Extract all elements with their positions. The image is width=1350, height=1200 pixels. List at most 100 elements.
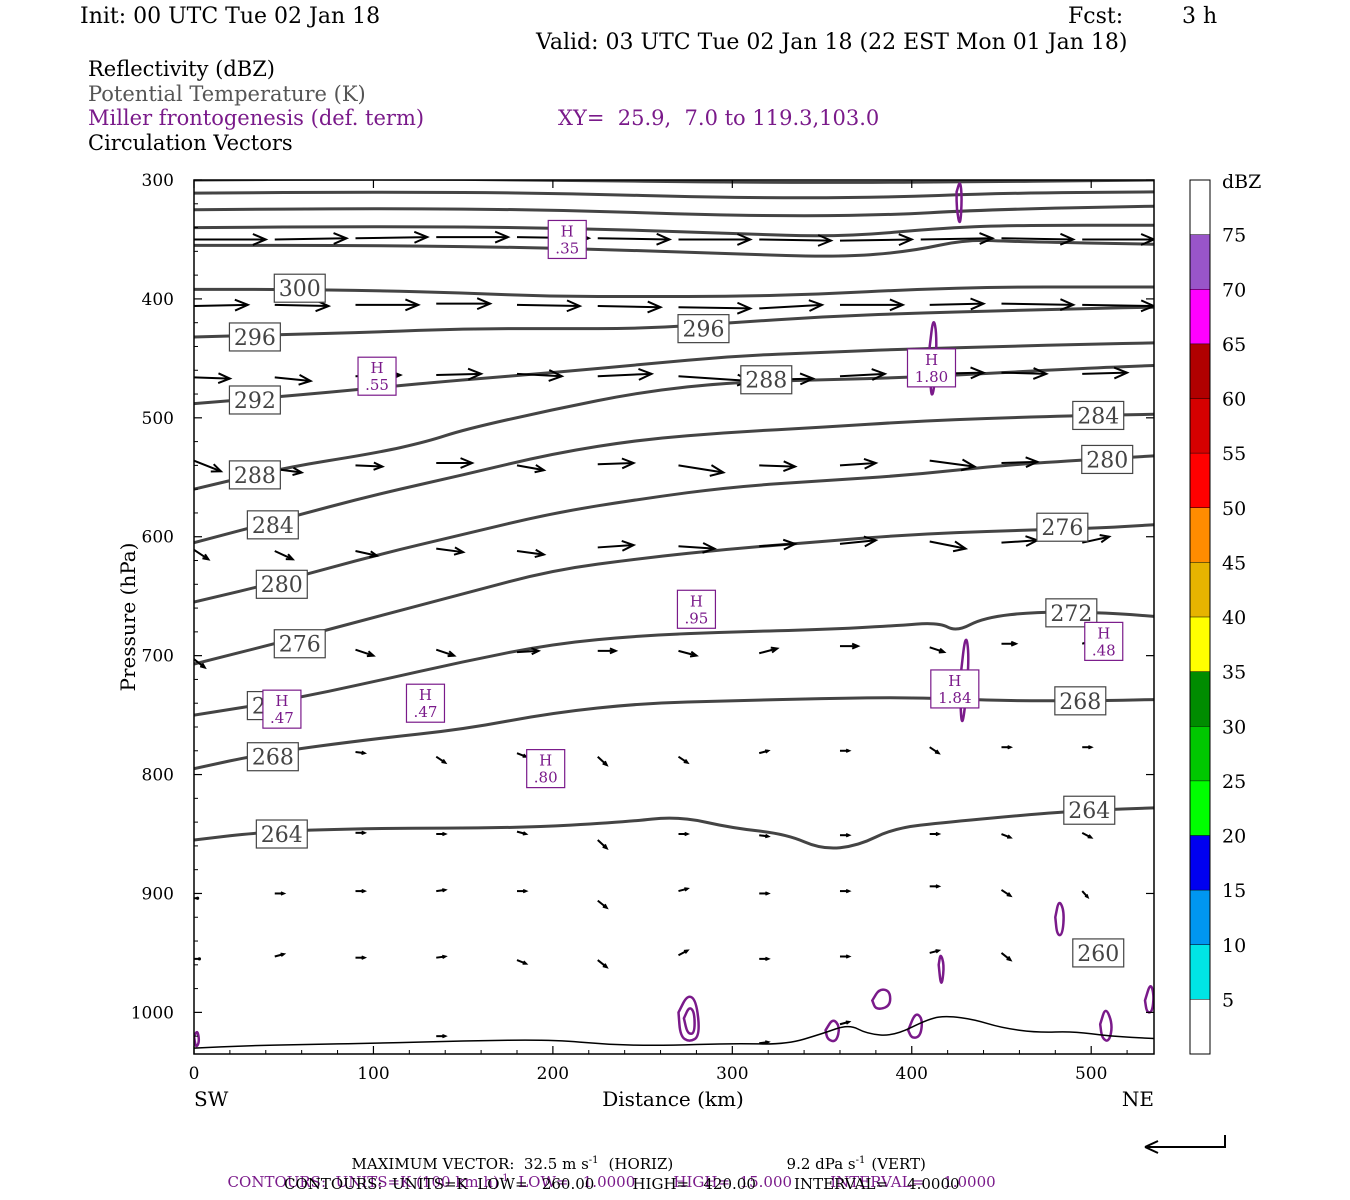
vector-head [602,760,609,767]
theta-label-276: 276 [279,633,321,658]
vector-shaft [759,303,823,310]
theta-label-276-box [1036,512,1089,542]
vector-head [447,650,457,658]
vector-head [234,298,251,312]
vector-head [1007,834,1013,839]
vector-head [808,299,825,312]
vector-head [851,642,861,650]
colorbar-segment [1190,180,1210,235]
colorbar: 75 70 65 60 55 50 45 40 35 30 25 20 15 10 5 dBZ [1189,171,1261,1055]
vector-head [799,372,816,386]
reference-vector-head [1144,1140,1159,1154]
vector-head [280,891,287,896]
vector-head [736,233,753,246]
vector-head [460,457,475,469]
frontogenesis-contour [194,1030,201,1048]
frontogenesis-contour [1054,901,1065,937]
x-end-left-label: SW [194,1087,229,1111]
frontogenesis-max-letter: H [561,222,574,240]
y-tick-label: 700 [142,647,174,667]
theta-contour-284 [194,412,1154,545]
frontogenesis-max-value: .47 [270,709,294,727]
vector-head [441,888,448,893]
colorbar-segment [1190,562,1210,617]
vector-shaft [1082,303,1154,308]
frontogenesis-max-box [405,683,446,723]
vector-head [292,466,305,477]
vector-shaft [759,238,832,242]
vector-head [702,542,717,554]
vector-shaft [678,545,715,550]
theta-label-276-box [273,629,326,659]
frontogenesis-max-value: 1.84 [938,689,971,707]
theta-contour-292 [194,341,1154,406]
theta-label-296-box [677,314,730,344]
frontogenesis-contour [937,954,945,984]
frontogenesis-max-value: .95 [685,609,709,627]
theta-label-268: 268 [252,746,294,771]
theta-contour-312 [194,204,1154,218]
vector-head [453,546,466,556]
theta-label-300-box [273,273,326,303]
colorbar-segment [1190,289,1210,344]
vector-head [783,460,798,473]
frontogenesis-max-box [547,219,587,260]
theta-contour-316 [194,190,1154,200]
frontogenesis-contour [1098,1009,1113,1042]
vector-head [1059,232,1076,246]
vector-head [621,539,637,552]
footer-vert-text: 9.2 dPa s [786,1155,856,1173]
colorbar-segment [1190,617,1210,672]
theta-label-300: 300 [279,277,321,302]
vector-shaft [839,539,876,545]
theta-label-264: 264 [261,823,303,848]
vector-head [441,954,448,959]
vector-head [683,949,690,954]
vector-head [979,232,996,245]
vector-head [935,831,942,837]
x-tick-label: 0 [189,1064,200,1084]
vector-head [298,374,314,386]
frontogenesis-max-letter: H [1097,624,1110,642]
vector-head [764,956,771,962]
vector-head [366,650,376,658]
theta-label-280-box [255,569,308,599]
y-tick-label: 800 [142,766,174,786]
theta-label-296: 296 [234,326,276,351]
vector-shaft [597,237,670,241]
contour-labels: 2642642682682722722762762802802842842882… [228,219,1134,968]
footer-sup-3: -1 [498,1173,509,1184]
vector-head [1010,640,1019,647]
frontogenesis-contour [955,182,963,224]
vector-dot [195,896,200,900]
theta-label-268-box [246,742,299,772]
x-tick-label: 500 [1075,1064,1107,1084]
vector-shaft [1001,371,1047,375]
theta-label-296: 296 [682,318,724,343]
y-tick-label: 900 [142,884,174,904]
vector-shaft [274,550,294,561]
plot-frame [193,179,1155,1055]
vector-head [898,233,915,247]
theta-label-264-box [1063,795,1116,825]
vector-shaft [759,464,796,468]
vector-head [817,234,834,247]
colorbar-label: 70 [1222,279,1246,301]
colorbar-segment [1190,671,1210,727]
vector-head [621,457,637,470]
vector-head [361,830,368,835]
colorbar-segment [1190,890,1210,945]
vector-shaft [436,547,464,554]
vector-head [476,297,493,311]
vector-head [845,888,852,894]
theta-label-260-box [1072,938,1125,968]
vector-shaft [1001,302,1074,306]
vector-shaft [678,375,751,382]
y-tick-label: 1000 [131,1003,174,1023]
colorbar-label: 25 [1222,771,1246,793]
vector-shaft [678,306,751,310]
legend-xy: XY= 25.9, 7.0 to 119.3,103.0 [558,106,880,130]
theta-label-280: 280 [1086,448,1128,473]
x-tick-label: 100 [357,1064,389,1084]
footer-contours-fg-rest: LOW= 1.0000 HIGH= 15.000 INTERVAL= 1.000… [508,1173,996,1191]
